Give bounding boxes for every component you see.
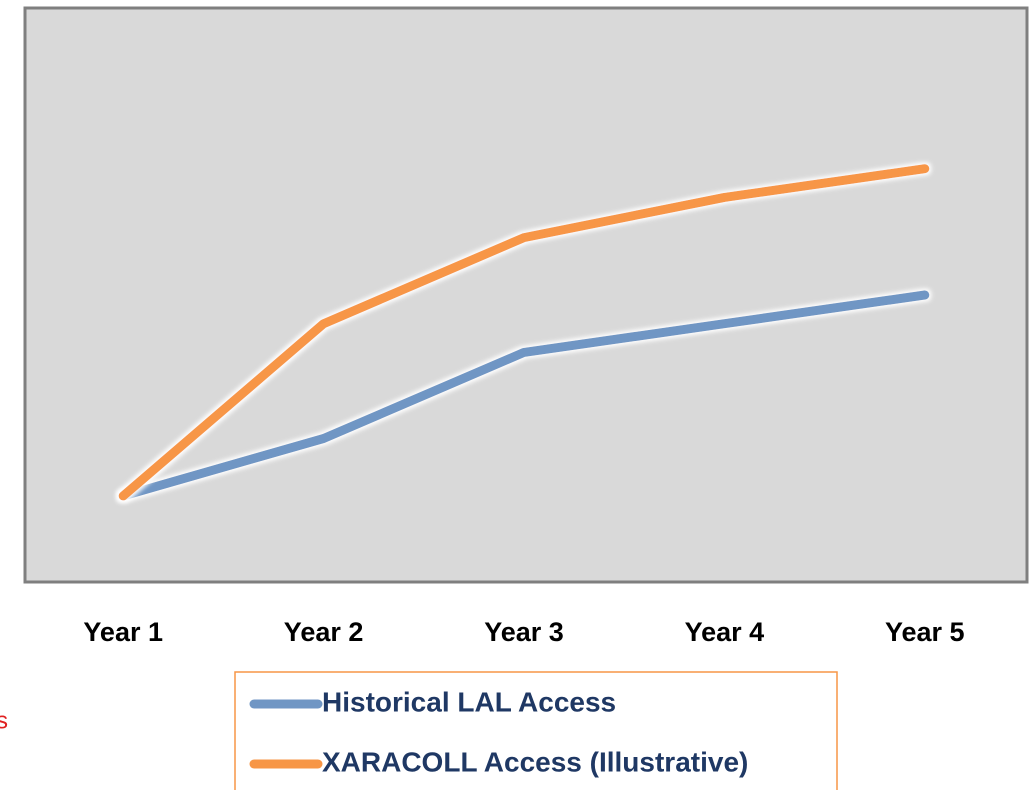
- x-tick-label: Year 5: [885, 617, 965, 647]
- legend-label: XARACOLL Access (Illustrative): [322, 746, 748, 777]
- x-tick-label: Year 2: [284, 617, 364, 647]
- x-tick-label: Year 4: [685, 617, 765, 647]
- series-line: [118, 164, 930, 501]
- plot-area: [23, 6, 1029, 584]
- series-line: [118, 290, 930, 501]
- annotation: s: [0, 707, 8, 734]
- x-tick-label: Year 3: [484, 617, 564, 647]
- legend-label: Historical LAL Access: [322, 686, 616, 717]
- legend: [234, 671, 838, 790]
- x-tick-label: Year 1: [83, 617, 163, 647]
